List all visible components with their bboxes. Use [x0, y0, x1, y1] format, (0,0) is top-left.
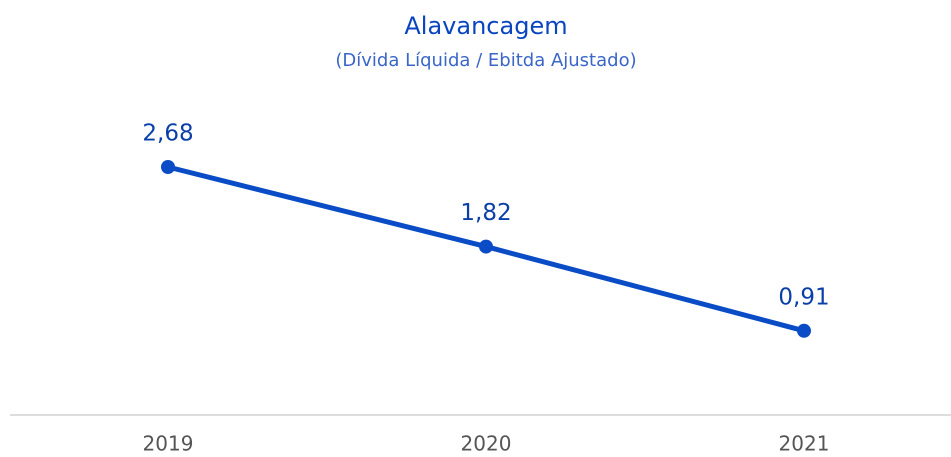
- data-label: 2,68: [142, 121, 193, 147]
- chart-subtitle: (Dívida Líquida / Ebitda Ajustado): [335, 50, 636, 71]
- x-tick-label: 2020: [461, 432, 512, 456]
- data-point: [161, 160, 175, 174]
- chart-title: Alavancagem: [404, 12, 567, 40]
- data-label: 0,91: [778, 284, 829, 310]
- data-point: [797, 323, 811, 338]
- data-label: 1,82: [460, 200, 511, 226]
- data-point: [479, 239, 493, 254]
- x-tick-label: 2021: [779, 432, 830, 456]
- x-tick-label: 2019: [143, 432, 194, 456]
